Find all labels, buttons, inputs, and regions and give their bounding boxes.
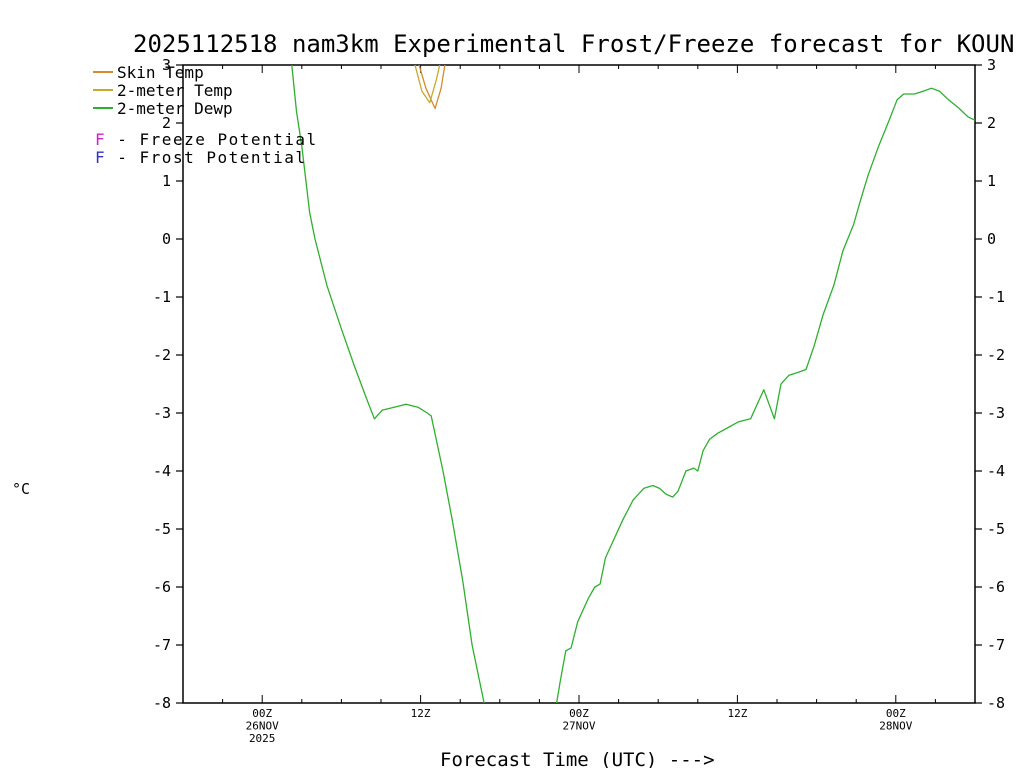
legend-label-2-meter-temp: 2-meter Temp xyxy=(117,81,233,100)
legend-frost-potential: F - Frost Potential xyxy=(95,148,307,167)
x-tick-label: 12Z xyxy=(411,707,431,720)
y-tick-label-right: 1 xyxy=(987,172,996,190)
y-tick-label-left: 1 xyxy=(162,172,171,190)
y-tick-label-left: 0 xyxy=(162,230,171,248)
legend-label-2-meter-dewp: 2-meter Dewp xyxy=(117,99,233,118)
legend-swatch-skin-temp xyxy=(93,71,113,73)
x-tick-label: 00Z xyxy=(886,707,906,720)
y-tick-label-right: -5 xyxy=(987,520,1005,538)
legend-swatch-2-meter-dewp xyxy=(93,107,113,109)
x-tick-label: 28NOV xyxy=(879,720,912,733)
y-tick-label-right: -7 xyxy=(987,636,1005,654)
y-tick-label-right: 3 xyxy=(987,56,996,74)
y-tick-label-left: -5 xyxy=(153,520,171,538)
y-tick-label-right: 0 xyxy=(987,230,996,248)
freeze-potential-flag: F xyxy=(95,130,107,149)
legend-swatch-2-meter-temp xyxy=(93,89,113,91)
x-axis-label: Forecast Time (UTC) ---> xyxy=(440,749,715,768)
x-tick-label: 12Z xyxy=(727,707,747,720)
y-axis-label: °C xyxy=(12,480,31,498)
y-tick-label-right: -3 xyxy=(987,404,1005,422)
x-tick-label: 26NOV xyxy=(246,720,279,733)
y-tick-label-right: 2 xyxy=(987,114,996,132)
y-tick-label-right: -1 xyxy=(987,288,1005,306)
series-line-skin-temp xyxy=(418,65,446,110)
y-tick-label-right: -8 xyxy=(987,694,1005,712)
y-tick-label-left: -8 xyxy=(153,694,171,712)
y-tick-label-left: 2 xyxy=(162,114,171,132)
series-line-2-meter-temp xyxy=(414,65,441,104)
y-tick-label-left: -4 xyxy=(153,462,171,480)
x-tick-label: 27NOV xyxy=(562,720,595,733)
chart-title: 2025112518 nam3km Experimental Frost/Fre… xyxy=(133,30,1015,58)
y-tick-label-left: -2 xyxy=(153,346,171,364)
frost-potential-text: - Frost Potential xyxy=(106,148,307,167)
y-tick-label-right: -4 xyxy=(987,462,1005,480)
legend-label-skin-temp: Skin Temp xyxy=(117,63,204,82)
legend-freeze-potential: F - Freeze Potential xyxy=(95,130,318,149)
x-tick-label: 00Z xyxy=(252,707,272,720)
y-tick-label-left: -3 xyxy=(153,404,171,422)
y-tick-label-left: -7 xyxy=(153,636,171,654)
y-tick-label-left: -6 xyxy=(153,578,171,596)
frost-potential-flag: F xyxy=(95,148,107,167)
freeze-potential-text: - Freeze Potential xyxy=(106,130,318,149)
y-tick-label-right: -2 xyxy=(987,346,1005,364)
y-tick-label-left: 3 xyxy=(162,56,171,74)
y-tick-label-left: -1 xyxy=(153,288,171,306)
x-tick-label: 00Z xyxy=(569,707,589,720)
x-tick-label: 2025 xyxy=(249,732,276,745)
series-line-2-meter-dewp xyxy=(291,65,975,703)
y-tick-label-right: -6 xyxy=(987,578,1005,596)
